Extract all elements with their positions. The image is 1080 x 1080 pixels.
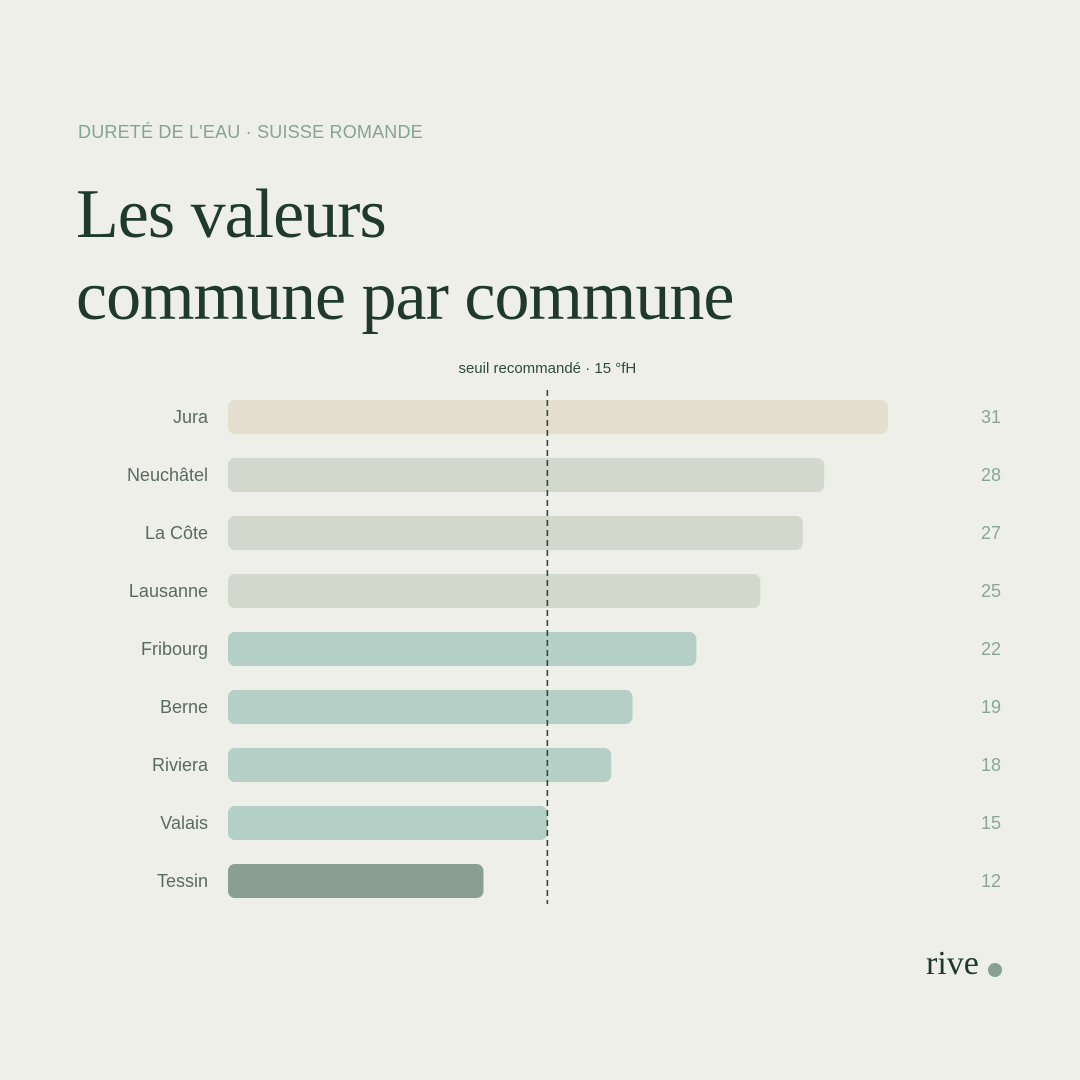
category-label: Jura [173,407,209,427]
category-label: Berne [160,697,208,717]
bar-6 [228,748,612,782]
bar-4 [228,632,697,666]
title-line-1: Les valeurs [76,176,387,253]
category-label: Riviera [152,755,209,775]
value-label: 18 [981,755,1001,775]
brand-logo-text: rive [926,945,979,982]
bar-8 [228,864,484,898]
value-label: 19 [981,697,1001,717]
page-title: Les valeurs commune par commune [76,174,734,338]
value-label: 27 [981,523,1001,543]
category-label: Tessin [157,871,208,891]
threshold-label: seuil recommandé · 15 °fH [458,360,636,377]
value-label: 28 [981,465,1001,485]
category-label: Valais [160,813,208,833]
title-line-2: commune par commune [76,258,734,335]
category-label: Lausanne [129,581,208,601]
brand-dot-icon [988,963,1002,977]
value-label: 15 [981,813,1001,833]
bar-2 [228,516,803,550]
eyebrow-label: DURETÉ DE L'EAU · SUISSE ROMANDE [78,122,423,142]
bar-7 [228,806,548,840]
bar-0 [228,400,888,434]
value-label: 12 [981,871,1001,891]
value-label: 25 [981,581,1001,601]
category-label: Fribourg [141,639,208,659]
bar-3 [228,574,761,608]
bar-1 [228,458,825,492]
bar-5 [228,690,633,724]
value-label: 31 [981,407,1001,427]
value-label: 22 [981,639,1001,659]
category-label: Neuchâtel [127,465,208,485]
category-label: La Côte [145,523,208,543]
